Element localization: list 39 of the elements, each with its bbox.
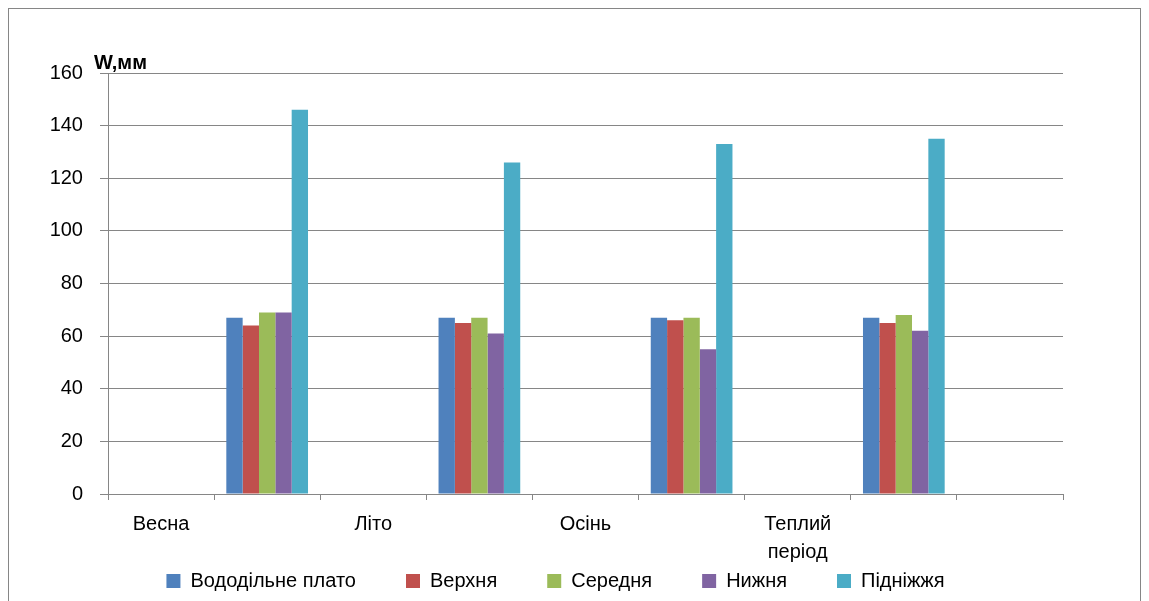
bar <box>699 349 717 494</box>
legend-label: Підніжжя <box>861 568 945 591</box>
bar <box>928 138 945 494</box>
bar <box>895 315 912 494</box>
y-tick-label: 120 <box>49 165 83 188</box>
x-tick-label: Теплий період <box>764 511 832 562</box>
legend-label: Середня <box>571 568 653 591</box>
bar <box>487 333 504 494</box>
bar <box>242 325 259 494</box>
y-tick-label: 100 <box>49 218 83 241</box>
bar <box>454 322 472 494</box>
y-tick-label: 20 <box>60 428 83 451</box>
y-axis-title: W,мм <box>94 51 147 73</box>
legend-label: Вододільне плато <box>190 568 356 591</box>
bar <box>471 317 488 494</box>
y-tick-label: 160 <box>49 60 83 83</box>
y-tick-label: 60 <box>60 323 83 346</box>
bar <box>667 320 684 494</box>
bar <box>259 312 276 494</box>
y-tick-label: 40 <box>60 376 83 399</box>
bar <box>226 317 243 494</box>
y-tick-label: 140 <box>49 113 83 136</box>
bar <box>291 109 309 494</box>
legend-label: Верхня <box>429 568 498 591</box>
bar <box>862 317 880 494</box>
bar <box>716 144 733 494</box>
x-tick-label: Весна <box>132 511 191 534</box>
bar <box>503 162 521 494</box>
x-tick-label: Осінь <box>559 511 612 534</box>
bar <box>683 317 700 494</box>
bar <box>438 317 455 494</box>
legend-label: Нижня <box>726 568 788 591</box>
bar <box>275 312 292 494</box>
y-tick-label: 80 <box>60 271 83 294</box>
bar <box>912 330 929 494</box>
bar <box>879 322 896 494</box>
bar <box>650 317 668 494</box>
x-tick-label: Літо <box>354 511 393 534</box>
y-tick-label: 0 <box>71 481 83 504</box>
